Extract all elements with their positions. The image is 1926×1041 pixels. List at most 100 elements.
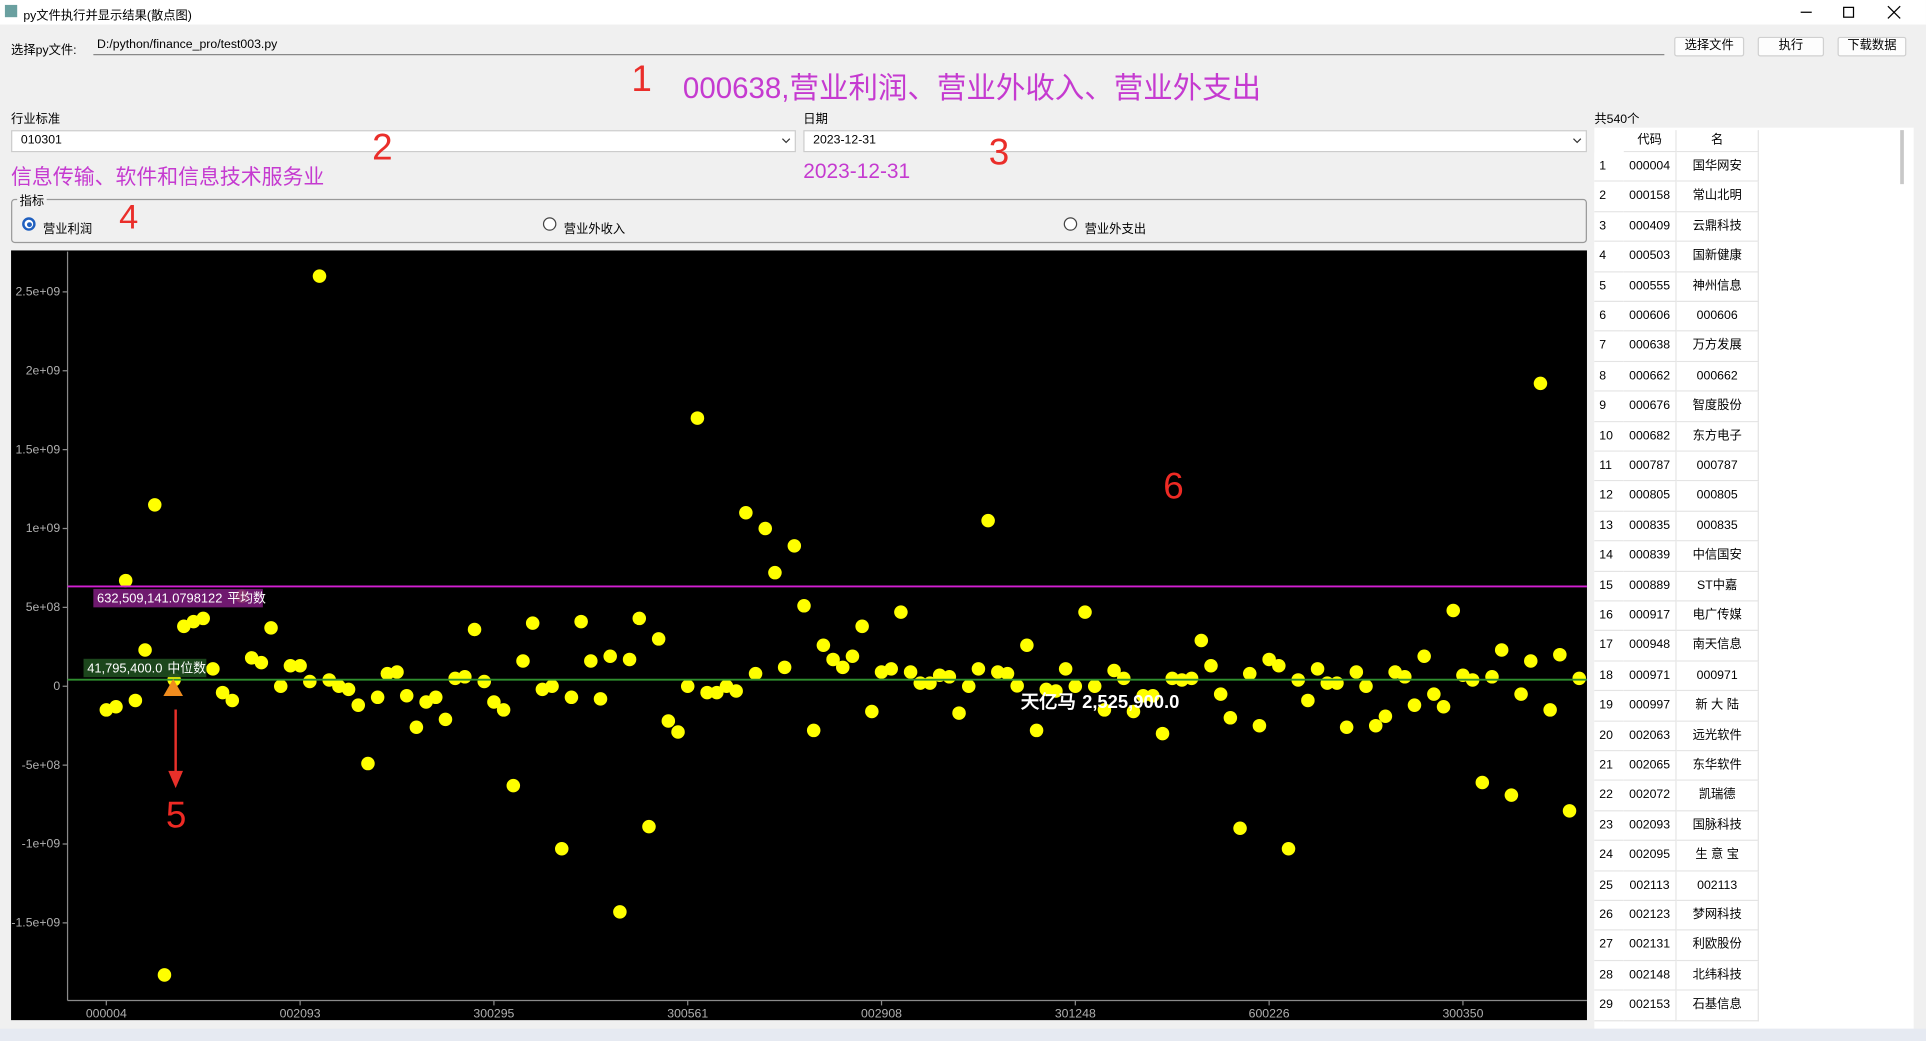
stock-code[interactable]: 002113 (1623, 871, 1677, 902)
stock-code[interactable]: 002065 (1623, 751, 1677, 782)
stock-name[interactable]: 常山北明 (1676, 182, 1759, 213)
row-number[interactable]: 20 (1594, 721, 1624, 752)
row-number[interactable]: 21 (1594, 751, 1624, 782)
row-number[interactable]: 15 (1594, 571, 1624, 602)
stock-code[interactable]: 000889 (1623, 571, 1677, 602)
stock-code[interactable]: 002093 (1623, 811, 1677, 842)
stock-name[interactable]: 000787 (1676, 451, 1759, 482)
radio-label[interactable]: 营业外收入 (563, 223, 626, 237)
row-number[interactable]: 12 (1594, 481, 1624, 512)
row-number[interactable]: 17 (1594, 631, 1624, 662)
radio-button[interactable] (22, 217, 36, 231)
stock-name[interactable]: 北纬科技 (1676, 960, 1759, 991)
radio-button[interactable] (1063, 217, 1078, 231)
row-number[interactable]: 4 (1594, 242, 1624, 273)
stock-code[interactable]: 000917 (1623, 601, 1677, 632)
stock-name[interactable]: 电广传媒 (1676, 601, 1759, 632)
stock-code[interactable]: 000409 (1623, 212, 1677, 243)
stock-name[interactable]: 002113 (1676, 871, 1759, 902)
stock-code[interactable]: 002148 (1623, 960, 1677, 991)
stock-code[interactable]: 000158 (1623, 182, 1677, 213)
stock-code[interactable]: 002072 (1623, 781, 1677, 812)
stock-code[interactable]: 000676 (1623, 391, 1677, 422)
row-number[interactable]: 1 (1594, 152, 1624, 183)
stock-code[interactable]: 000606 (1623, 301, 1677, 332)
row-number[interactable]: 22 (1594, 781, 1624, 812)
row-number[interactable]: 26 (1594, 901, 1624, 932)
stock-code[interactable]: 000004 (1623, 152, 1677, 183)
row-number[interactable]: 28 (1594, 960, 1624, 991)
stock-name[interactable]: 梦网科技 (1676, 901, 1759, 932)
row-number[interactable]: 25 (1594, 871, 1624, 902)
stock-code[interactable]: 000787 (1623, 451, 1677, 482)
stock-name[interactable]: 云鼎科技 (1676, 212, 1759, 243)
stock-name[interactable]: 神州信息 (1676, 272, 1759, 302)
run-button[interactable]: 执行 (1757, 36, 1825, 57)
radio-button[interactable] (542, 217, 557, 231)
stock-name[interactable]: 000971 (1676, 661, 1759, 692)
date-select[interactable]: 2023-12-31 (803, 130, 1587, 153)
stock-code[interactable]: 002095 (1623, 841, 1677, 872)
stock-code[interactable]: 002131 (1623, 931, 1677, 961)
row-number[interactable]: 8 (1594, 361, 1624, 392)
stock-name[interactable]: 中信国安 (1676, 541, 1759, 572)
stock-code[interactable]: 000638 (1623, 331, 1677, 362)
row-number[interactable]: 23 (1594, 811, 1624, 842)
row-number[interactable]: 2 (1594, 182, 1624, 213)
stock-code[interactable]: 000662 (1623, 361, 1677, 392)
stock-code[interactable]: 000555 (1623, 272, 1677, 302)
stock-name[interactable]: 000606 (1676, 301, 1759, 332)
stock-name[interactable]: 东方电子 (1676, 421, 1759, 452)
stock-code[interactable]: 000835 (1623, 511, 1677, 542)
stock-name[interactable]: 国新健康 (1676, 242, 1759, 273)
row-number[interactable]: 5 (1594, 272, 1624, 302)
row-number[interactable]: 10 (1594, 421, 1624, 452)
stock-code[interactable]: 002153 (1623, 990, 1677, 1021)
stock-name[interactable]: 国华网安 (1676, 152, 1759, 183)
stock-name[interactable]: 智度股份 (1676, 391, 1759, 422)
stock-code[interactable]: 000971 (1623, 661, 1677, 692)
row-number[interactable]: 3 (1594, 212, 1624, 243)
stock-code[interactable]: 000839 (1623, 541, 1677, 572)
stock-code[interactable]: 000805 (1623, 481, 1677, 512)
row-number[interactable]: 14 (1594, 541, 1624, 572)
stock-name[interactable]: 凯瑞德 (1676, 781, 1759, 812)
stock-name[interactable]: ST中嘉 (1676, 571, 1759, 602)
stock-name[interactable]: 万方发展 (1676, 331, 1759, 362)
stock-name[interactable]: 000662 (1676, 361, 1759, 392)
row-number[interactable]: 16 (1594, 601, 1624, 632)
row-number[interactable]: 18 (1594, 661, 1624, 692)
stock-name[interactable]: 利欧股份 (1676, 931, 1759, 961)
row-number[interactable]: 6 (1594, 301, 1624, 332)
radio-label[interactable]: 营业利润 (42, 223, 93, 237)
stock-name[interactable]: 000805 (1676, 481, 1759, 512)
stock-name[interactable]: 远光软件 (1676, 721, 1759, 752)
stock-code[interactable]: 002123 (1623, 901, 1677, 932)
row-number[interactable]: 24 (1594, 841, 1624, 872)
row-number[interactable]: 7 (1594, 331, 1624, 362)
stock-name[interactable]: 000835 (1676, 511, 1759, 542)
stock-code[interactable]: 000948 (1623, 631, 1677, 662)
stock-name[interactable]: 石基信息 (1676, 990, 1759, 1021)
file-path-input[interactable]: D:/python/finance_pro/test003.py (93, 37, 1665, 56)
stock-code[interactable]: 000997 (1623, 691, 1677, 722)
row-number[interactable]: 13 (1594, 511, 1624, 542)
stock-name[interactable]: 南天信息 (1676, 631, 1759, 662)
stock-name[interactable]: 东华软件 (1676, 751, 1759, 782)
download-button[interactable]: 下载数据 (1837, 36, 1907, 57)
row-number[interactable]: 29 (1594, 990, 1624, 1021)
radio-label[interactable]: 营业外支出 (1084, 223, 1147, 237)
stock-name[interactable]: 生 意 宝 (1676, 841, 1759, 872)
row-number[interactable]: 9 (1594, 391, 1624, 422)
row-number[interactable]: 11 (1594, 451, 1624, 482)
row-number[interactable]: 27 (1594, 931, 1624, 961)
stock-code[interactable]: 000503 (1623, 242, 1677, 273)
stock-name[interactable]: 国脉科技 (1676, 811, 1759, 842)
stock-name[interactable]: 新 大 陆 (1676, 691, 1759, 722)
choose-file-button[interactable]: 选择文件 (1674, 36, 1745, 57)
stock-code[interactable]: 002063 (1623, 721, 1677, 752)
row-number[interactable]: 19 (1594, 691, 1624, 722)
scrollbar[interactable] (1900, 130, 1904, 185)
window-controls[interactable] (1793, 2, 1916, 22)
stock-code[interactable]: 000682 (1623, 421, 1677, 452)
